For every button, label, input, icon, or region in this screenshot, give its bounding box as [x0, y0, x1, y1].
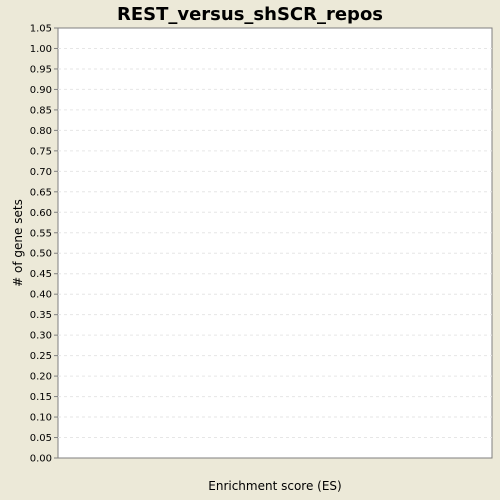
y-tick-label: 0.00	[30, 454, 52, 465]
y-tick-label: 0.10	[30, 413, 52, 424]
y-tick-label: 0.15	[30, 392, 52, 403]
y-tick-label: 0.95	[30, 64, 52, 75]
y-tick-label: 0.65	[30, 187, 52, 198]
y-tick-label: 0.30	[30, 331, 52, 342]
y-tick-label: 0.50	[30, 249, 52, 260]
y-tick-label: 0.85	[30, 105, 52, 116]
y-tick-label: 0.40	[30, 290, 52, 301]
y-tick-label: 1.00	[30, 44, 52, 55]
grid-lines	[58, 47, 492, 439]
y-tick-label: 0.70	[30, 167, 52, 178]
y-tick-label: 0.25	[30, 351, 52, 362]
y-tick-label: 0.05	[30, 433, 52, 444]
y-tick-label: 0.55	[30, 228, 52, 239]
y-tick-label: 0.35	[30, 310, 52, 321]
y-tick-label: 0.90	[30, 85, 52, 96]
plot-area	[57, 27, 493, 459]
y-tick-label: 0.75	[30, 146, 52, 157]
y-tick-label: 0.45	[30, 269, 52, 280]
y-axis-ticks: 0.00 0.05 0.10 0.15 0.20 0.25 0.30 0.35 0.40 0.45…	[30, 24, 58, 465]
y-tick-label: 0.80	[30, 126, 52, 137]
x-axis-label: Enrichment score (ES)	[208, 479, 341, 493]
y-tick-label: 0.60	[30, 208, 52, 219]
y-tick-label: 0.20	[30, 372, 52, 383]
y-axis-label: # of gene sets	[11, 199, 25, 287]
y-tick-label: 1.05	[30, 24, 52, 35]
chart-title: REST_versus_shSCR_repos	[117, 4, 383, 25]
